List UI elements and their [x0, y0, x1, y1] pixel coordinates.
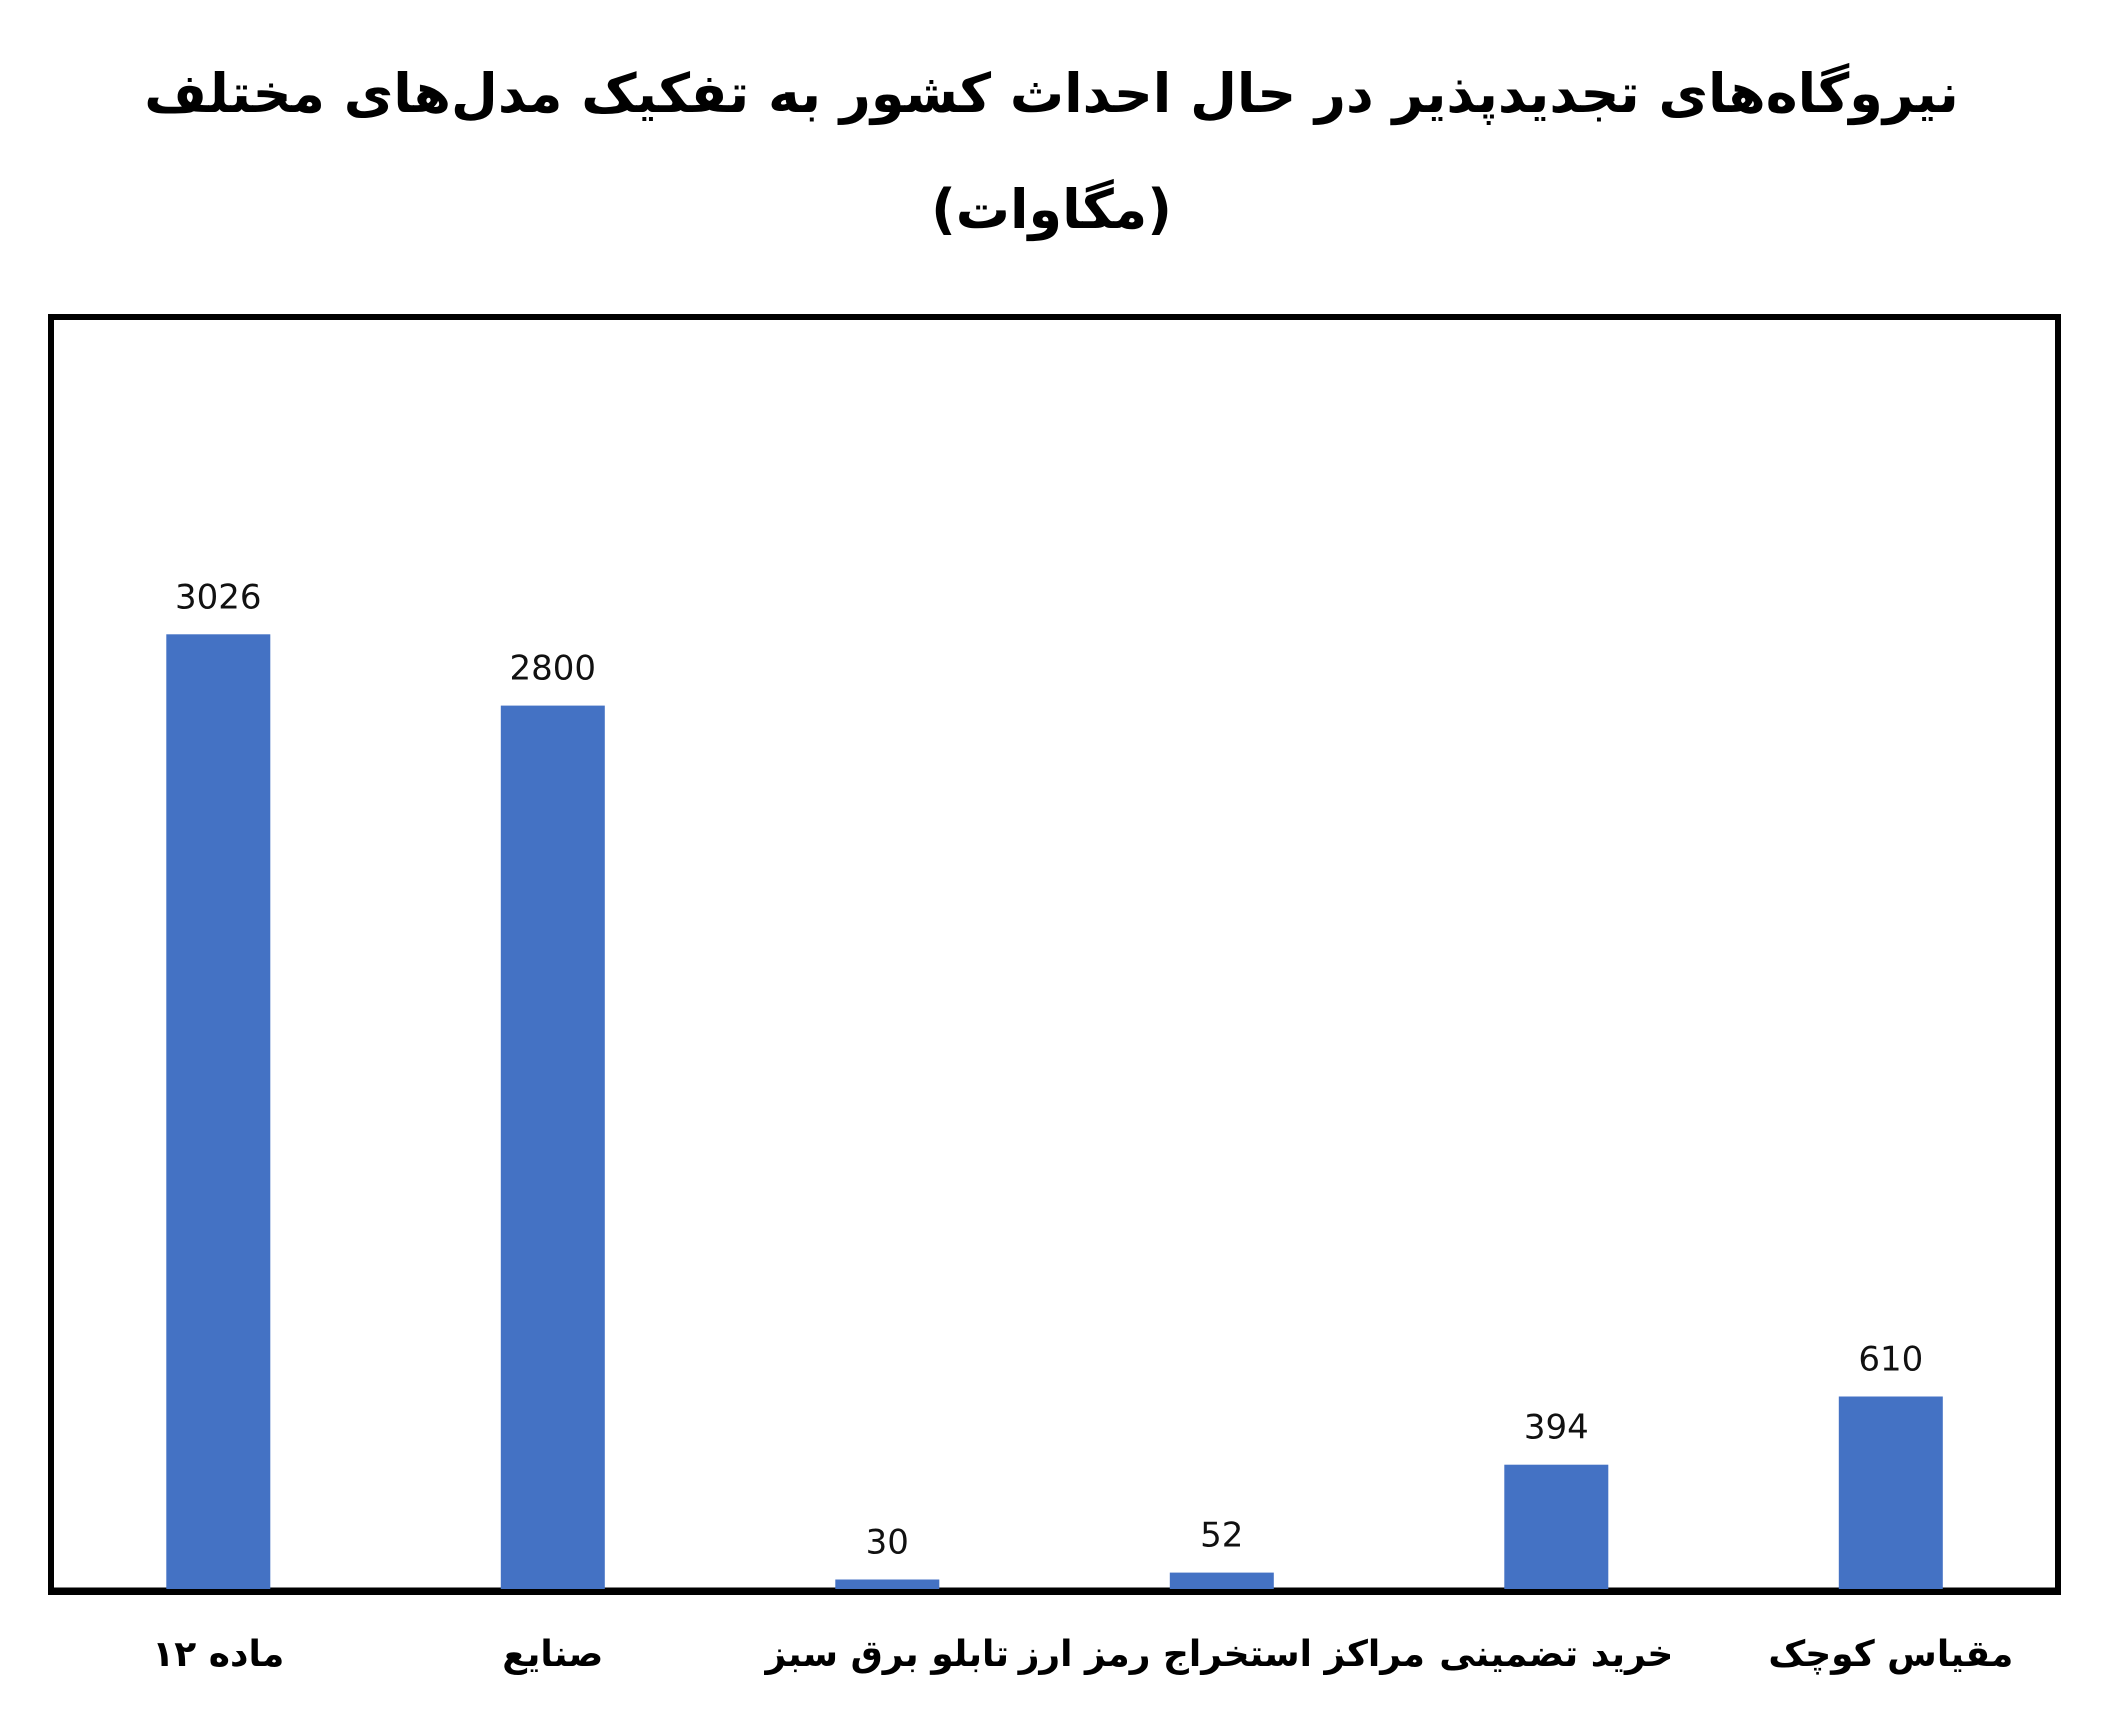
data-label-6: 610 — [1858, 1340, 1923, 1380]
category-label-4: مراکز استخراج رمز ارز — [1017, 1634, 1425, 1675]
data-labels-group: 3026 2800 30 52 394 610 — [175, 577, 1923, 1562]
bar-6 — [1838, 1396, 1943, 1589]
data-label-5: 394 — [1524, 1408, 1589, 1448]
chart-subtitle: (مگاوات) — [931, 178, 1172, 241]
data-label-3: 30 — [866, 1523, 909, 1563]
category-label-5: خرید تضمینی — [1439, 1634, 1673, 1675]
plot-area-frame — [48, 314, 2061, 1595]
bar-1 — [166, 634, 271, 1589]
bars-group — [166, 634, 1943, 1589]
data-label-2: 2800 — [510, 649, 597, 689]
bar-3 — [835, 1579, 940, 1589]
category-labels-group: ماده ۱۲ صنایع تابلو برق سبز مراکز استخراج ر… — [152, 1634, 2013, 1675]
category-label-6: مقیاس کوچک — [1768, 1634, 2013, 1675]
bar-5 — [1504, 1464, 1609, 1589]
category-label-2: صنایع — [502, 1634, 603, 1675]
category-label-1: ماده ۱۲ — [152, 1634, 284, 1675]
bar-2 — [500, 705, 605, 1589]
category-label-3: تابلو برق سبز — [764, 1634, 1009, 1675]
data-label-4: 52 — [1200, 1516, 1243, 1556]
data-label-1: 3026 — [175, 577, 262, 617]
bar-4 — [1169, 1572, 1274, 1589]
chart-title: نیروگاه‌های تجدیدپذیر در حال احداث کشور … — [144, 62, 1959, 125]
